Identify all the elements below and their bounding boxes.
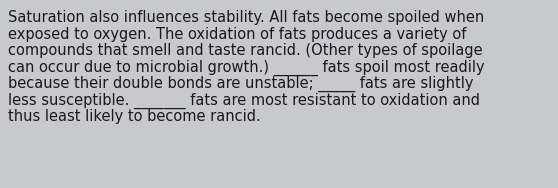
- Text: Saturation also influences stability. All fats become spoiled when: Saturation also influences stability. Al…: [8, 10, 484, 25]
- Text: exposed to oxygen. The oxidation of fats produces a variety of: exposed to oxygen. The oxidation of fats…: [8, 27, 466, 42]
- Text: thus least likely to become rancid.: thus least likely to become rancid.: [8, 109, 261, 124]
- Text: because their double bonds are unstable; _____ fats are slightly: because their double bonds are unstable;…: [8, 76, 474, 92]
- Text: can occur due to microbial growth.) ______ fats spoil most readily: can occur due to microbial growth.) ____…: [8, 59, 485, 76]
- Text: compounds that smell and taste rancid. (Other types of spoilage: compounds that smell and taste rancid. (…: [8, 43, 483, 58]
- Text: less susceptible. _______ fats are most resistant to oxidation and: less susceptible. _______ fats are most …: [8, 92, 480, 109]
